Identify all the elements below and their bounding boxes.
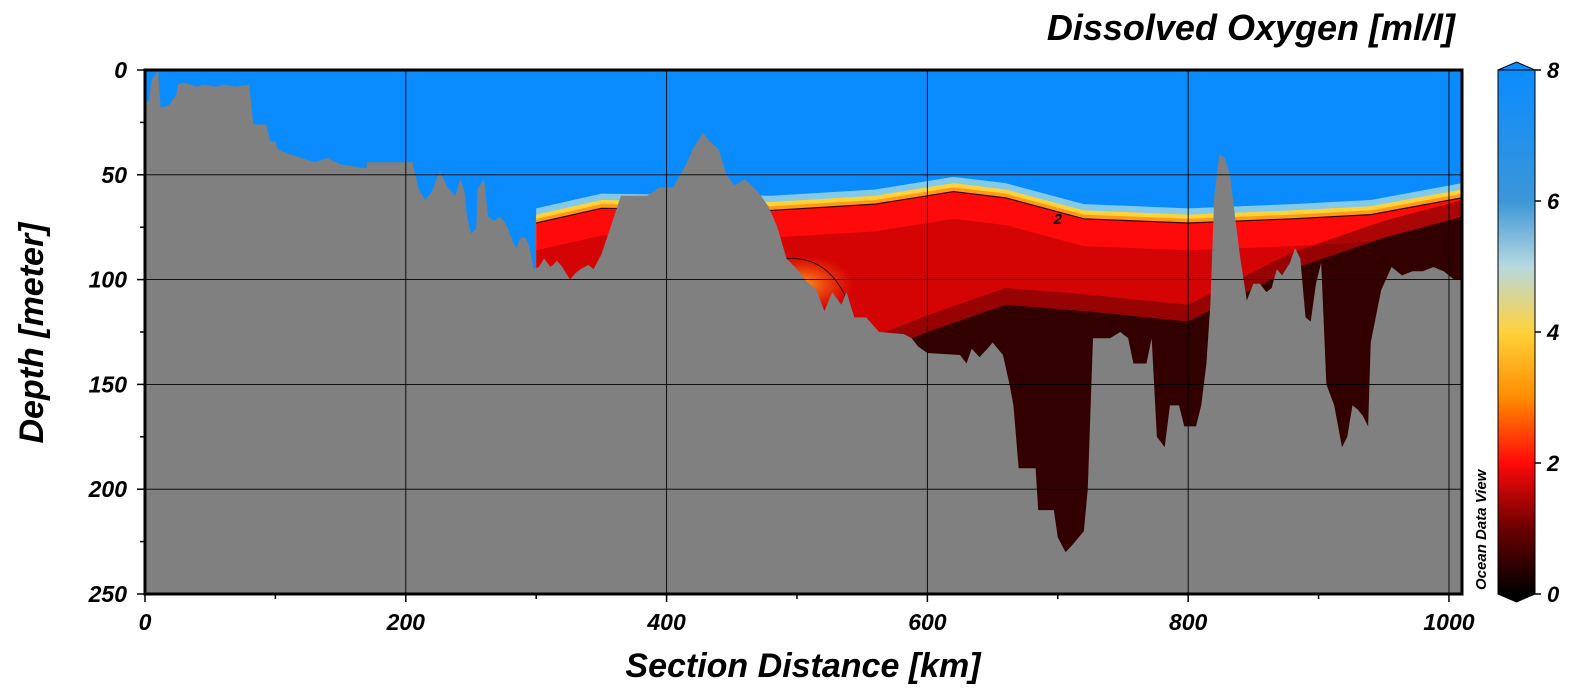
x-tick-label: 800: [1169, 609, 1208, 635]
colorbar-top-arrow: [1497, 61, 1536, 71]
y-axis-title: Depth [meter]: [13, 221, 51, 444]
colorbar-tick-label: 8: [1547, 58, 1560, 83]
colorbar-tick-label: 2: [1546, 451, 1560, 476]
colorbar-tick-label: 0: [1547, 582, 1560, 607]
x-tick-label: 400: [646, 609, 686, 635]
colorbar-bottom-arrow: [1497, 593, 1536, 603]
seafloor-bathymetry: [145, 70, 1462, 594]
y-tick-label: 250: [88, 581, 128, 607]
x-axis-title: Section Distance [km]: [625, 647, 982, 685]
contour-line-slope: [783, 257, 850, 305]
colorbar-tick-label: 4: [1546, 320, 1559, 345]
y-tick-label: 150: [89, 371, 128, 397]
y-tick-label: 50: [101, 162, 127, 188]
y-tick-label: 200: [88, 476, 128, 502]
x-tick-label: 600: [908, 609, 947, 635]
x-tick-label: 200: [386, 609, 426, 635]
chart-title: Dissolved Oxygen [ml/l]: [1047, 7, 1456, 48]
y-tick-label: 0: [114, 57, 127, 83]
y-tick-label: 100: [89, 267, 128, 293]
watermark-text: Ocean Data View: [1473, 468, 1490, 590]
x-tick-label: 1000: [1423, 609, 1474, 635]
x-tick-label: 0: [139, 609, 152, 635]
colorbar-tick-label: 6: [1547, 189, 1560, 214]
contour-label: 2: [1053, 211, 1063, 228]
colorbar: [1497, 69, 1536, 595]
